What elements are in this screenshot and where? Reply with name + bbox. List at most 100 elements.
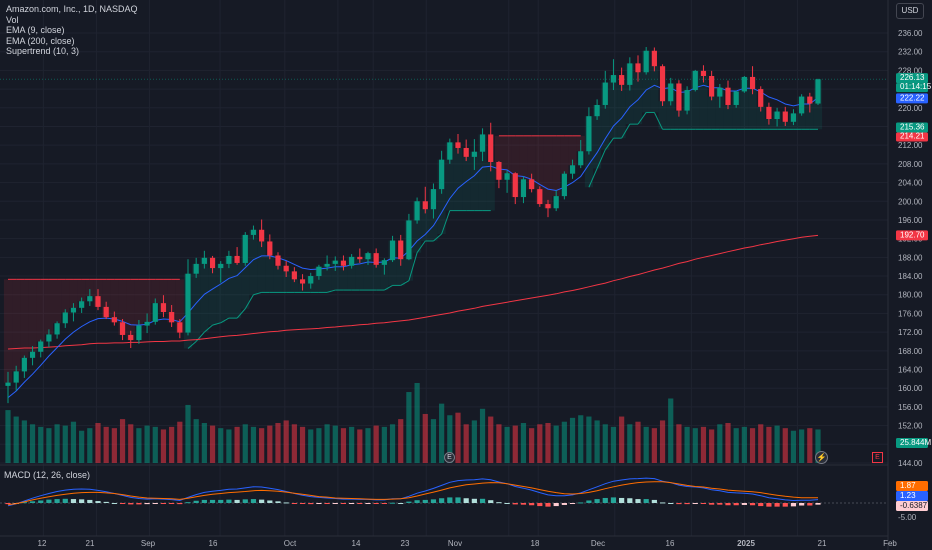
volume-bar: [406, 392, 412, 463]
macd-histogram-bar: [717, 503, 723, 505]
volume-bar: [766, 426, 772, 463]
volume-bar: [373, 425, 379, 463]
currency-button[interactable]: USD: [896, 3, 924, 19]
price-tick-label: 144.00: [898, 459, 923, 468]
supertrend-band: [355, 259, 364, 291]
volume-bar: [643, 426, 649, 463]
supertrend-band: [363, 253, 373, 291]
candle-body: [447, 142, 453, 160]
candle-body: [504, 173, 510, 180]
macd-histogram-bar: [185, 502, 191, 504]
candle-body: [479, 134, 486, 152]
supertrend-band: [732, 91, 741, 130]
candle-body: [717, 87, 723, 97]
price-tick-label: 204.00: [898, 179, 923, 188]
supertrend-band: [601, 82, 610, 150]
candle-body: [29, 351, 36, 358]
volume-bar: [569, 417, 576, 463]
volume-bar: [430, 419, 437, 463]
supertrend-band: [437, 159, 446, 234]
supertrend-band: [609, 75, 618, 139]
volume-bar: [128, 424, 134, 463]
candle-body: [537, 189, 543, 205]
indicator-volume[interactable]: Vol: [6, 14, 19, 25]
supertrend-segment: [596, 149, 606, 169]
supertrend-band: [527, 135, 536, 190]
volume-bar: [619, 416, 625, 463]
volume-bar: [627, 424, 633, 463]
time-tick-label: 14: [352, 539, 361, 548]
candle-body: [332, 260, 338, 264]
supertrend-band: [380, 260, 389, 291]
supertrend-alt-label-bg: [896, 132, 928, 142]
candle-body: [119, 322, 126, 335]
volume-bar: [635, 421, 641, 463]
supertrend-band: [110, 279, 119, 323]
indicator-ema200[interactable]: EMA (200, close): [6, 35, 75, 46]
volume-bar: [250, 426, 257, 463]
earnings-badge-upcoming[interactable]: E: [872, 452, 883, 463]
chart-legend: Amazon.com, Inc., 1D, NASDAQ Vol EMA (9,…: [6, 4, 138, 57]
candle-body: [602, 82, 608, 105]
symbol-title[interactable]: Amazon.com, Inc., 1D, NASDAQ: [6, 4, 138, 14]
ema200-price-label: 192.70: [900, 230, 925, 239]
supertrend-band: [44, 279, 53, 335]
time-tick-label: Nov: [448, 539, 462, 548]
macd-histogram-bar: [349, 503, 355, 504]
macd-histogram-bar: [439, 498, 445, 503]
supertrend-band: [233, 262, 242, 319]
macd-histogram-bar: [782, 503, 788, 507]
candle-body: [201, 257, 207, 264]
candle-body: [79, 301, 85, 308]
volume-bar: [479, 408, 486, 463]
supertrend-segment: [588, 168, 598, 188]
price-tick-label: 184.00: [898, 272, 923, 281]
earnings-badge[interactable]: E: [444, 452, 455, 463]
bolt-icon[interactable]: ⚡: [815, 451, 828, 464]
candle-body: [185, 273, 191, 333]
volume-bar: [324, 424, 330, 463]
volume-bar: [709, 429, 715, 463]
supertrend-band: [331, 260, 340, 291]
supertrend-band: [494, 135, 503, 180]
indicator-ema9[interactable]: EMA (9, close): [6, 25, 65, 35]
candle-body: [799, 96, 805, 114]
macd-histogram-bar: [160, 503, 167, 504]
indicator-supertrend[interactable]: Supertrend (10, 3): [6, 46, 80, 56]
macd-histogram-bar: [619, 497, 625, 503]
supertrend-band: [748, 89, 757, 130]
time-tick-label: Oct: [284, 539, 297, 548]
macd-title[interactable]: MACD (12, 26, close): [4, 470, 91, 480]
macd-histogram-bar: [463, 498, 469, 503]
volume-bar: [594, 420, 600, 463]
ema200-price-label-bg: [896, 230, 928, 241]
supertrend-band: [36, 279, 45, 342]
macd-histogram-bar: [676, 503, 682, 505]
supertrend-band: [241, 234, 250, 309]
candle-body: [365, 253, 371, 260]
macd-hist-label-bg: [896, 501, 928, 511]
volume-bar: [62, 425, 68, 463]
price-tick-label: 168.00: [898, 347, 923, 356]
macd-histogram-bar: [512, 503, 518, 505]
volume-bars: [5, 383, 821, 463]
candle-body: [692, 70, 698, 91]
volume-bar: [103, 426, 109, 463]
supertrend-band: [593, 104, 602, 169]
macd-histogram-bar: [95, 501, 101, 503]
candle-body: [520, 179, 527, 198]
volume-bar: [790, 430, 797, 463]
macd-histogram-bar: [234, 499, 240, 503]
candle-body: [430, 189, 437, 210]
macd-histogram-bar: [733, 503, 739, 506]
supertrend-price-label: 215.36: [900, 122, 925, 131]
macd-histogram-bar: [422, 499, 428, 503]
volume-bar: [578, 415, 584, 463]
supertrend-band: [61, 279, 70, 313]
volume-bar: [504, 426, 510, 463]
supertrend-band: [372, 264, 381, 291]
supertrend-band: [511, 135, 520, 198]
volume-bar: [586, 416, 592, 463]
supertrend-band: [290, 279, 299, 293]
